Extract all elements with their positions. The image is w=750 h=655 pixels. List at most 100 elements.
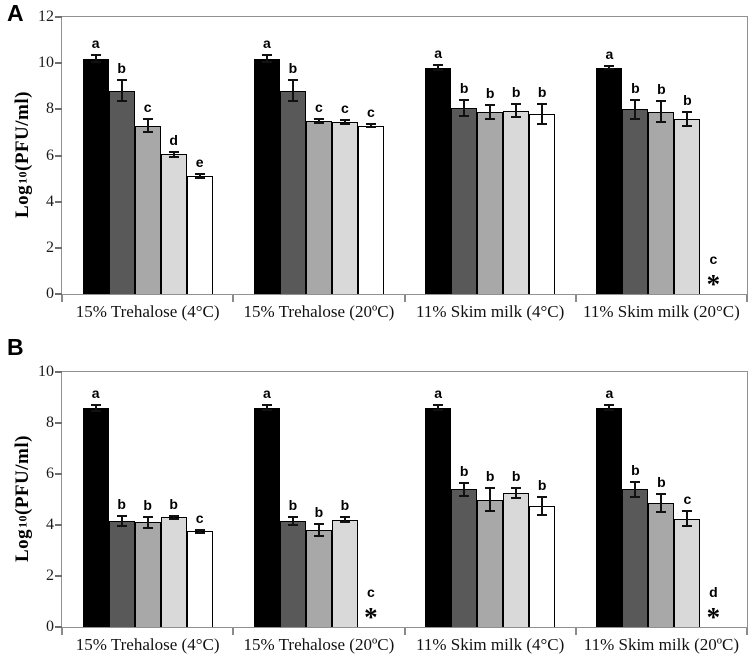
x-category-label: 15% Trehalose (4°C)	[75, 302, 220, 321]
error-bar-cap-bottom	[511, 116, 522, 119]
significance-letter: b	[117, 60, 126, 77]
x-tick-mark	[403, 295, 406, 302]
bar-slot: b	[503, 17, 530, 294]
error-bar-cap-bottom	[339, 123, 350, 126]
x-tick-mark	[61, 628, 63, 635]
error-bar-cap-top	[339, 516, 350, 519]
error-bar-cap-top	[537, 102, 548, 105]
y-tick-mark	[55, 422, 62, 424]
significance-letter: b	[683, 91, 692, 108]
error-bar-cap-bottom	[485, 117, 496, 120]
y-tick-mark	[55, 371, 62, 373]
significance-letter: b	[288, 60, 298, 77]
error-bar	[265, 405, 268, 411]
significance-letter: d	[169, 132, 178, 149]
bar-cluster: a b b b c *	[233, 372, 404, 632]
bar-slot: c	[674, 372, 701, 627]
category-group: a b b b c *	[576, 17, 747, 299]
bar-slot: d *	[700, 372, 726, 631]
error-bar	[120, 80, 123, 102]
error-bar-cap-bottom	[116, 525, 127, 528]
asterisk-marker: *	[364, 602, 378, 632]
error-bar-cap-bottom	[656, 121, 667, 124]
error-bar-cap-top	[537, 495, 548, 498]
x-category-label: 15% Trehalose (4°C)	[75, 635, 220, 654]
bar-slot: b	[622, 372, 649, 627]
significance-letter: b	[288, 497, 298, 514]
error-bar-cap-bottom	[604, 409, 615, 412]
error-bar-cap-bottom	[433, 409, 444, 412]
error-bar-cap-top	[459, 481, 470, 484]
error-bar-cap-bottom	[485, 509, 496, 512]
error-bar	[515, 488, 518, 499]
x-tick-mark	[403, 628, 406, 635]
error-bar-cap-top	[313, 522, 324, 525]
error-bar-cap-bottom	[261, 61, 272, 64]
bar-slot: a	[596, 17, 623, 294]
error-bar-cap-top	[287, 516, 298, 519]
error-bar-cap-bottom	[194, 177, 205, 180]
significance-letter: b	[511, 468, 521, 485]
error-bar	[146, 517, 149, 528]
x-category-label: 11% Skim milk (4°C)	[415, 635, 565, 654]
bar-slot: b	[503, 372, 530, 627]
error-bar-cap-bottom	[142, 526, 153, 529]
x-category-label: 11% Skim milk (20°C)	[582, 302, 740, 321]
asterisk-marker: *	[706, 269, 721, 299]
bar	[357, 125, 384, 294]
error-bar	[541, 103, 544, 125]
bar	[425, 67, 452, 294]
panel-b-label: B	[7, 334, 24, 360]
significance-letter: a	[434, 45, 443, 62]
bar	[648, 503, 675, 627]
error-bar-cap-bottom	[537, 123, 548, 126]
bar-slot: b	[108, 17, 135, 294]
x-tick-mark	[746, 628, 748, 635]
bar	[503, 493, 530, 627]
bar-slot: b	[477, 17, 504, 294]
y-tick-label: 6	[46, 146, 54, 164]
significance-letter: c	[314, 99, 323, 116]
error-bar-cap-bottom	[90, 409, 101, 412]
error-bar-cap-bottom	[630, 495, 641, 498]
bar-slot: b	[648, 372, 675, 627]
bar	[648, 111, 675, 294]
y-tick-mark	[55, 575, 62, 577]
bar-slot: b	[279, 372, 306, 627]
bar	[674, 518, 701, 627]
x-tick-mark	[574, 295, 577, 302]
bar	[451, 108, 478, 294]
error-bar-cap-top	[656, 100, 667, 103]
bar	[596, 67, 623, 294]
error-bar-cap-bottom	[682, 525, 693, 528]
error-bar-cap-bottom	[116, 100, 127, 103]
bar-slot: c *	[700, 17, 726, 299]
error-bar-cap-bottom	[194, 531, 205, 534]
error-bar	[541, 496, 544, 515]
error-bar	[198, 174, 201, 179]
bar-slot: c	[357, 17, 384, 294]
significance-letter: c	[683, 490, 692, 507]
y-tick-label: 12	[38, 8, 54, 25]
significance-letter: a	[91, 384, 100, 401]
error-bar-cap-bottom	[433, 69, 444, 72]
significance-letter: e	[195, 154, 204, 171]
y-tick-label: 4	[46, 516, 54, 533]
error-bar	[172, 515, 175, 519]
error-bar	[172, 152, 175, 157]
y-tick-mark	[55, 246, 62, 249]
error-bar	[608, 405, 611, 411]
error-bar-cap-top	[604, 65, 615, 68]
error-bar	[634, 100, 637, 119]
error-bar-cap-bottom	[339, 521, 350, 524]
y-tick-label: 8	[46, 100, 54, 118]
x-category-label: 11% Skim milk (4°C)	[415, 302, 565, 321]
bar	[186, 531, 213, 627]
error-bar-cap-bottom	[287, 524, 298, 526]
error-bar	[94, 55, 97, 63]
bar	[279, 521, 306, 627]
